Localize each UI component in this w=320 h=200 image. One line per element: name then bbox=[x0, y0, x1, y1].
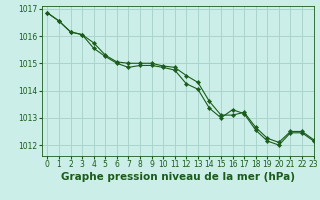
X-axis label: Graphe pression niveau de la mer (hPa): Graphe pression niveau de la mer (hPa) bbox=[60, 172, 295, 182]
